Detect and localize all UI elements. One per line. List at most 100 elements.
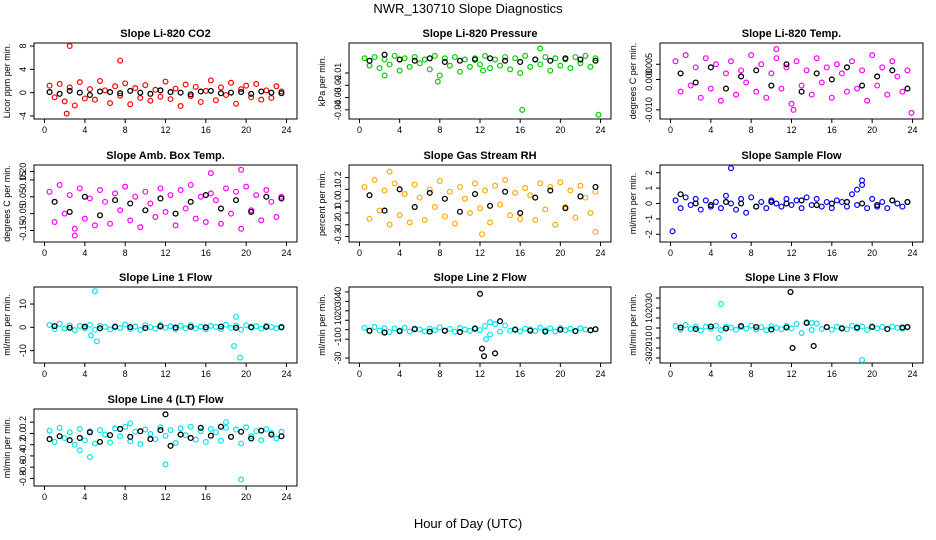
x-tick-label: 24 [596, 125, 606, 135]
reference-point [677, 324, 684, 331]
data-point [731, 232, 738, 239]
reference-point [263, 323, 270, 330]
data-point [798, 329, 805, 336]
y-axis-label: percent per min. [317, 171, 327, 236]
data-point [697, 94, 704, 101]
data-point [243, 322, 250, 329]
reference-point [517, 58, 524, 66]
data-point [808, 91, 815, 98]
x-tick-label: 20 [555, 125, 565, 135]
data-point [411, 181, 418, 188]
data-point [808, 320, 815, 327]
data-point [406, 328, 413, 335]
data-point [371, 323, 378, 330]
data-point [117, 57, 124, 64]
reference-point [66, 208, 73, 215]
data-point [813, 195, 820, 202]
reference-point [86, 429, 93, 436]
data-point [717, 326, 724, 333]
reference-point [207, 87, 214, 94]
data-point [406, 63, 413, 70]
reference-point [217, 323, 224, 330]
data-point [477, 327, 484, 334]
reference-point [884, 325, 891, 333]
data-point [813, 55, 820, 62]
x-tick-label: 0 [357, 125, 362, 135]
reference-point [142, 324, 149, 332]
data-point [51, 219, 58, 226]
reference-point [167, 442, 174, 449]
data-point [833, 197, 840, 204]
data-point [96, 77, 103, 84]
x-tick-label: 20 [241, 369, 251, 379]
data-point [172, 222, 179, 229]
reference-point [248, 208, 255, 215]
data-point [434, 78, 441, 85]
data-point [743, 209, 750, 216]
data-point [838, 70, 845, 77]
data-point [231, 342, 238, 349]
data-point [167, 192, 174, 199]
data-point [722, 192, 729, 199]
data-point [507, 327, 514, 334]
data-point [381, 72, 388, 79]
data-point [386, 168, 393, 175]
data-point [547, 67, 554, 74]
data-point [487, 331, 494, 338]
data-point [91, 440, 98, 447]
data-point [522, 325, 529, 332]
data-point [843, 326, 850, 333]
x-tick-label: 20 [867, 125, 877, 135]
data-point [733, 91, 740, 98]
reference-point [96, 212, 104, 219]
data-point [401, 191, 408, 198]
data-point [91, 326, 98, 333]
reference-point [904, 85, 911, 92]
data-point [243, 424, 250, 431]
data-point [497, 328, 504, 335]
data-point [818, 325, 825, 332]
y-axis-label: ml/min per min. [2, 417, 12, 479]
x-tick-label: 12 [475, 369, 485, 379]
y-tick-label: 10 [18, 299, 28, 309]
data-point [507, 66, 514, 73]
y-tick-label: 0.15 [18, 171, 28, 189]
data-point [480, 67, 487, 74]
data-point [228, 325, 235, 332]
chart-panel-1: Slope Li-820 CO2 Licor ppm per min. 0 4 8 12 1… [2, 28, 298, 135]
reference-point [486, 55, 494, 62]
data-point [127, 420, 134, 427]
reference-point [874, 201, 881, 209]
x-tick-label: 4 [82, 492, 87, 502]
panel-title: Slope Line 2 Flow [434, 272, 527, 284]
reference-point [562, 205, 569, 212]
x-tick-label: 4 [82, 248, 87, 258]
data-point [222, 91, 229, 98]
data-point [778, 203, 785, 210]
data-point [366, 62, 373, 69]
x-tick-label: 24 [907, 248, 917, 258]
reference-point [411, 326, 418, 333]
data-point [859, 356, 866, 363]
data-point [707, 85, 714, 92]
data-point [86, 321, 93, 328]
data-point [117, 207, 124, 214]
panel-title: Slope Li-820 Temp. [742, 28, 841, 40]
data-point [421, 328, 428, 335]
x-tick-label: 16 [201, 369, 211, 379]
data-point [147, 431, 154, 438]
data-point [677, 326, 684, 333]
data-point [702, 197, 709, 204]
data-point [71, 441, 78, 448]
data-point [207, 77, 214, 84]
reference-point [107, 89, 114, 96]
data-point [702, 55, 709, 62]
reference-point [783, 200, 790, 207]
data-point [702, 323, 709, 330]
data-point [76, 79, 83, 86]
data-point [864, 205, 871, 212]
data-point [238, 476, 245, 483]
data-point [233, 313, 240, 320]
reference-point [51, 323, 58, 330]
